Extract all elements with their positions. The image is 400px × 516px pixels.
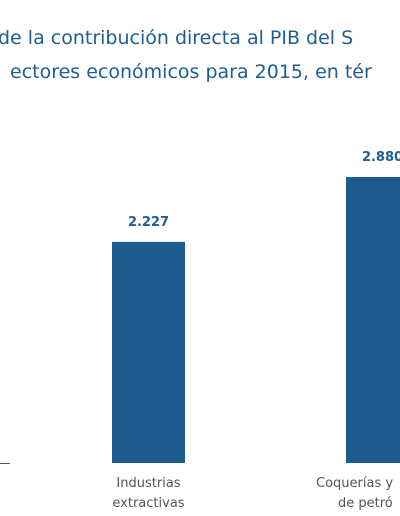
x-tick-label: extractivas <box>112 496 184 511</box>
value-label: 2.880 <box>362 150 400 165</box>
bar <box>112 241 185 463</box>
chart-title: ectores económicos para 2015, en tér <box>10 61 372 83</box>
x-tick-label: Industrias <box>116 476 180 491</box>
x-tick-label: Coquerías y <box>316 476 393 491</box>
bar <box>346 177 400 464</box>
value-label: 2.227 <box>128 215 169 230</box>
x-tick-label: de petró <box>338 496 393 511</box>
chart-title: de la contribución directa al PIB del S <box>0 27 353 49</box>
